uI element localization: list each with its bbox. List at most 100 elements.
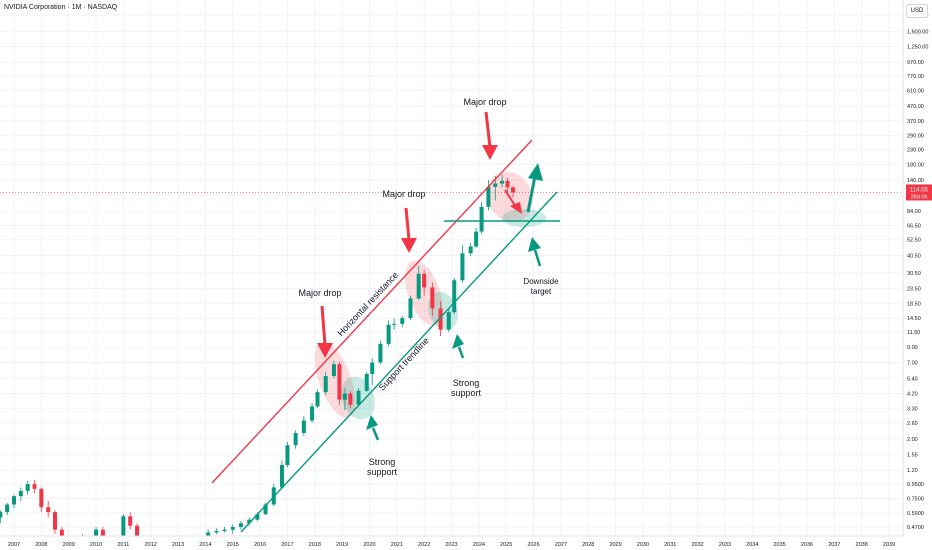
price-badge-bg [906,184,932,201]
y-tick-label: 290.00 [907,134,924,140]
y-tick-label: 2.00 [907,437,918,443]
support-arrow-2019-head [366,415,378,430]
x-tick-label: 2025 [500,542,512,548]
price-badge: 114.05 28d 0h [906,184,932,201]
x-tick-label: 2018 [309,542,321,548]
price-badge-price: 114.05 [910,187,929,193]
x-tick-label: 2015 [227,542,239,548]
candle-up [486,186,491,207]
y-tick-label: 180.00 [907,163,924,169]
candle-up [400,318,405,324]
y-tick-label: 7.00 [907,360,918,366]
y-tick-label: 9.00 [907,345,918,351]
candle-up [0,512,3,518]
candle-up [474,231,479,247]
x-tick-label: 2039 [883,542,895,548]
candle-down [438,308,443,330]
x-tick-label: 2019 [336,542,348,548]
x-tick-label: 2034 [746,542,758,548]
candle-up [214,531,219,533]
y-tick-label: 610.00 [907,88,924,94]
y-tick-label: 23.50 [907,287,921,293]
drop-arrow-2022-head [401,238,417,253]
drop-arrow-2024-head [482,145,498,160]
candle-layer [0,174,516,545]
candle-down [422,273,427,288]
candle-up [408,298,413,319]
strong-support-label-1b: support [367,467,398,477]
candle-up [255,514,260,520]
y-tick-label: 30.50 [907,271,921,277]
candle-up [460,253,465,281]
candle-down [135,525,140,537]
candle-up [446,312,451,330]
y-tick-label: 0.7500 [907,497,924,503]
y-tick-label: 11.50 [907,330,920,336]
x-tick-label: 2027 [555,542,567,548]
support-trendline-label: Support trendline [377,335,431,392]
candle-up [12,496,16,505]
y-tick-label: 5.40 [907,376,918,382]
y-tick-label: 1.55 [907,452,918,458]
candle-down [505,180,510,188]
y-tick-label: 1,600.00 [907,30,928,36]
candle-up [323,376,328,393]
x-tick-label: 2009 [63,542,75,548]
x-tick-label: 2017 [281,542,293,548]
x-tick-label: 2023 [445,542,457,548]
x-tick-label: 2031 [664,542,676,548]
y-tick-label: 0.4700 [907,525,924,531]
candle-down [100,529,105,537]
candle-up [416,273,421,299]
major-drop-label-1: Major drop [298,288,341,298]
x-tick-label: 2008 [35,542,47,548]
drop-arrow-2018 [320,305,327,346]
x-tick-label: 2013 [172,542,184,548]
candle-up [238,523,243,527]
candle-up [285,445,290,466]
x-tick-label: 2011 [117,542,129,548]
y-tick-label: 2.60 [907,421,918,427]
candle-down [53,512,58,530]
candle-down [128,516,133,526]
x-tick-label: 2014 [199,542,211,548]
x-tick-label: 2037 [828,542,840,548]
candle-up [230,527,235,530]
candle-up [331,364,336,377]
small-drop-arrow-head [510,202,522,214]
support-trendline [240,191,558,533]
currency-button[interactable]: USD [906,4,928,18]
upside-arrow-head [528,163,543,181]
x-tick-label: 2035 [774,542,786,548]
y-tick-label: 0.9500 [907,482,924,488]
candle-up [301,420,306,433]
x-tick-label: 2026 [527,542,539,548]
price-badge-countdown: 28d 0h [911,194,928,200]
grid-layer [0,0,903,536]
candle-up [247,519,252,524]
x-tick-label: 2007 [8,542,20,548]
drop-arrow-2018-head [317,343,333,358]
candle-down [39,488,44,508]
x-tick-label: 2010 [90,542,102,548]
y-tick-label: 970.00 [907,60,924,66]
strong-support-label-2b: support [451,388,482,398]
support-arrow-2022-head [452,334,464,349]
candle-up [468,246,473,254]
candle-up [452,280,457,313]
downside-target-label-2: target [531,287,552,296]
major-drop-label-2: Major drop [382,189,425,199]
x-tick-label: 2032 [691,542,703,548]
candle-down [348,393,353,405]
candle-up [25,484,30,491]
x-tick-label: 2021 [391,542,403,548]
symbol-title: NVIDIA Corporation · 1M · NASDAQ [4,4,118,11]
candle-up [493,183,498,187]
candle-down [337,364,342,400]
major-drop-label-3: Major drop [463,97,506,107]
candle-up [310,406,315,421]
y-tick-label: 84.00 [907,209,921,215]
y-tick-label: 0.5900 [907,511,924,517]
